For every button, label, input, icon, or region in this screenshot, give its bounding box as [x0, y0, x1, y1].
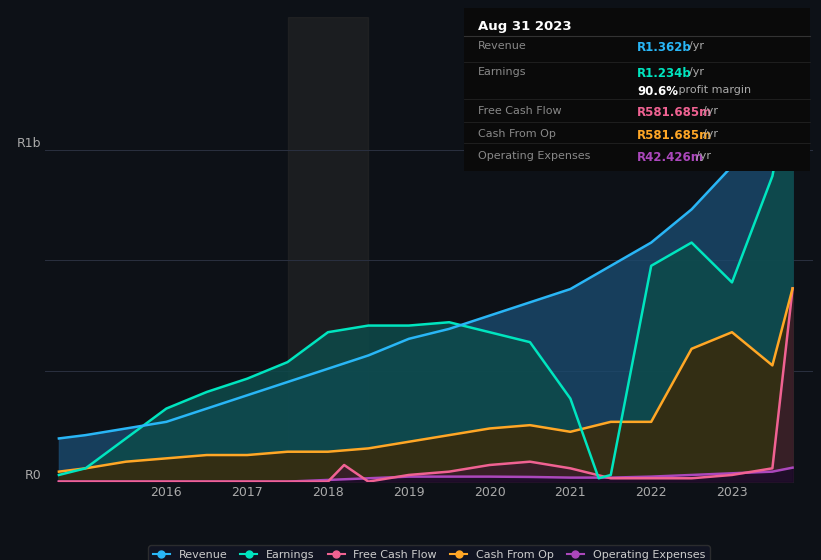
Text: Aug 31 2023: Aug 31 2023 — [478, 20, 571, 33]
Text: Revenue: Revenue — [478, 41, 526, 51]
Text: /yr: /yr — [703, 106, 718, 116]
Text: /yr: /yr — [703, 129, 718, 138]
Text: /yr: /yr — [689, 41, 704, 51]
Text: R1.362b: R1.362b — [637, 41, 692, 54]
Text: /yr: /yr — [696, 151, 711, 161]
Text: R581.685m: R581.685m — [637, 106, 713, 119]
Text: 90.6%: 90.6% — [637, 85, 678, 98]
Text: Cash From Op: Cash From Op — [478, 129, 556, 138]
Text: /yr: /yr — [689, 67, 704, 77]
Text: profit margin: profit margin — [675, 85, 751, 95]
Text: Free Cash Flow: Free Cash Flow — [478, 106, 562, 116]
Text: R1.234b: R1.234b — [637, 67, 692, 80]
Text: R581.685m: R581.685m — [637, 129, 713, 142]
Text: R1b: R1b — [16, 137, 41, 150]
Text: Earnings: Earnings — [478, 67, 526, 77]
Text: R42.426m: R42.426m — [637, 151, 704, 164]
Text: R0: R0 — [25, 469, 41, 482]
Legend: Revenue, Earnings, Free Cash Flow, Cash From Op, Operating Expenses: Revenue, Earnings, Free Cash Flow, Cash … — [149, 545, 709, 560]
Text: Operating Expenses: Operating Expenses — [478, 151, 590, 161]
Bar — [287, 17, 369, 482]
